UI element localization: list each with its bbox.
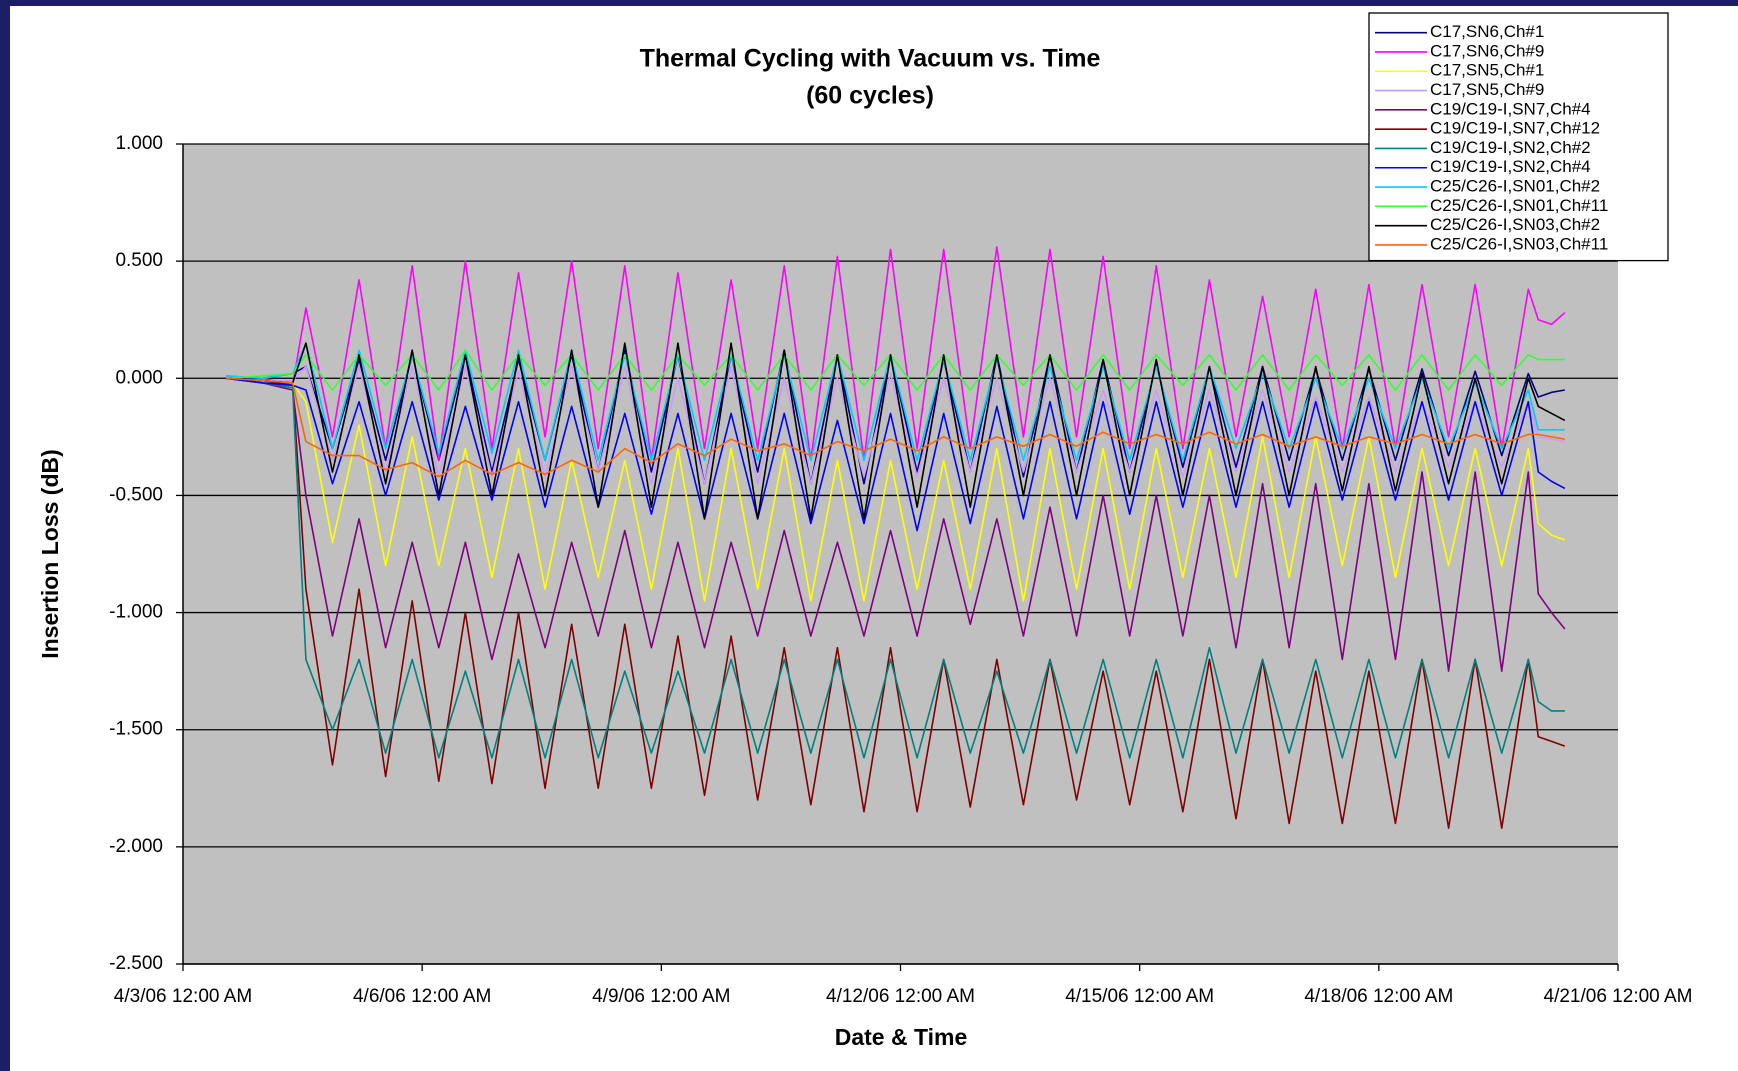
legend-label: C25/C26-I,SN03,Ch#11 <box>1430 234 1608 253</box>
legend-label: C19/C19-I,SN2,Ch#4 <box>1430 157 1591 176</box>
legend-label: C19/C19-I,SN7,Ch#12 <box>1430 119 1600 138</box>
legend-label: C25/C26-I,SN01,Ch#2 <box>1430 177 1600 196</box>
y-tick-label: -0.500 <box>109 484 163 505</box>
axes: 1.000 0.500 0.000 -0.500 -1.000 -1.500 -2.000 -… <box>109 133 1692 1007</box>
y-tick-label: -2.500 <box>109 953 163 974</box>
x-axis-label: Date & Time <box>835 1024 968 1050</box>
y-tick-label: -2.000 <box>109 836 163 857</box>
series-line <box>226 377 1566 829</box>
y-tick-label: 0.000 <box>115 367 163 388</box>
series-line <box>226 377 1566 532</box>
x-tick-label: 4/21/06 12:00 AM <box>1544 986 1693 1007</box>
series-line <box>226 377 1565 478</box>
series-line <box>226 246 1566 462</box>
series-line <box>226 377 1566 602</box>
x-tick-label: 4/12/06 12:00 AM <box>826 986 975 1007</box>
series-line <box>226 377 1566 672</box>
y-tick-label: 1.000 <box>115 133 163 154</box>
x-tick-label: 4/3/06 12:00 AM <box>114 986 252 1007</box>
series-line <box>226 342 1566 520</box>
x-tick-label: 4/9/06 12:00 AM <box>592 986 730 1007</box>
x-tick-label: 4/15/06 12:00 AM <box>1065 986 1214 1007</box>
y-tick-label: 0.500 <box>115 250 163 271</box>
legend-label: C25/C26-I,SN01,Ch#11 <box>1430 196 1608 215</box>
series-line <box>226 349 1565 485</box>
legend-label: C19/C19-I,SN2,Ch#2 <box>1430 138 1591 157</box>
y-axis-label: Insertion Loss (dB) <box>37 449 63 659</box>
legend: C17,SN6,Ch#1C17,SN6,Ch#9C17,SN5,Ch#1C17,… <box>1368 12 1669 262</box>
legend-label: C17,SN5,Ch#1 <box>1430 61 1544 80</box>
legend-label: C17,SN5,Ch#9 <box>1430 80 1544 99</box>
frame-edge <box>0 0 1738 6</box>
series-lines <box>226 246 1566 829</box>
chart-subtitle: (60 cycles) <box>806 82 934 110</box>
legend-label: C17,SN6,Ch#9 <box>1430 41 1544 60</box>
legend-label: C25/C26-I,SN03,Ch#2 <box>1430 215 1600 234</box>
legend-label: C17,SN6,Ch#1 <box>1430 22 1544 41</box>
y-tick-label: -1.500 <box>109 719 163 740</box>
plot-area <box>183 144 1618 964</box>
series-line <box>226 349 1565 391</box>
y-tick-label: -1.000 <box>109 602 163 623</box>
chart-title: Thermal Cycling with Vacuum vs. Time <box>640 45 1101 73</box>
legend-label: C19/C19-I,SN7,Ch#4 <box>1430 99 1591 118</box>
x-tick-label: 4/18/06 12:00 AM <box>1304 986 1453 1007</box>
x-tick-label: 4/6/06 12:00 AM <box>353 986 491 1007</box>
frame-edge <box>0 0 10 1071</box>
series-line <box>226 342 1565 462</box>
legend-box <box>1368 12 1669 262</box>
series-line <box>226 377 1565 759</box>
